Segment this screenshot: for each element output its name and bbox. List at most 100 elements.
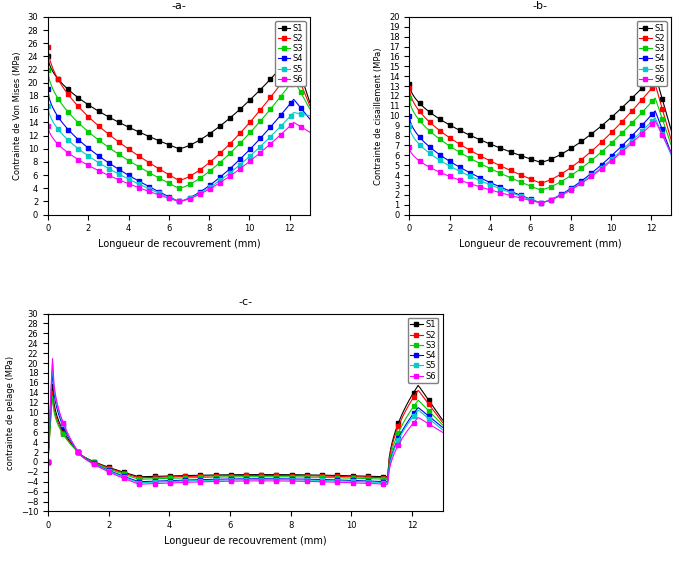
S2 xyxy=(82,110,90,117)
Line: S6: S6 xyxy=(46,121,312,203)
S6 xyxy=(443,172,451,179)
S5 xyxy=(75,146,84,153)
S5 xyxy=(667,152,675,158)
S3 xyxy=(514,178,523,184)
S5 xyxy=(175,198,184,205)
S3 xyxy=(384,476,392,483)
X-axis label: Longueur de recouvrement (mm): Longueur de recouvrement (mm) xyxy=(164,536,327,546)
Line: S2: S2 xyxy=(46,45,312,182)
S6 xyxy=(82,160,90,167)
S6 xyxy=(438,429,447,436)
S3 xyxy=(667,142,675,149)
S6 xyxy=(154,191,162,198)
S2 xyxy=(667,137,675,144)
S1 xyxy=(384,473,392,480)
S3 xyxy=(210,474,218,481)
S3 xyxy=(256,117,264,124)
S4 xyxy=(154,188,162,194)
S1 xyxy=(256,87,264,93)
S4 xyxy=(651,107,659,114)
S1 xyxy=(618,105,626,111)
Line: S2: S2 xyxy=(46,389,445,479)
S6 xyxy=(44,123,52,129)
S1 xyxy=(296,68,304,75)
S4 xyxy=(667,150,675,157)
Legend: S1, S2, S3, S4, S5, S6: S1, S2, S3, S4, S5, S6 xyxy=(636,21,667,87)
Y-axis label: Contrainte de Von Mises (MPa): Contrainte de Von Mises (MPa) xyxy=(13,52,22,180)
S3 xyxy=(44,459,52,465)
Line: S3: S3 xyxy=(46,394,445,481)
S5 xyxy=(256,143,264,150)
S2 xyxy=(384,474,392,481)
S3 xyxy=(102,464,110,471)
S5 xyxy=(514,192,523,199)
S5 xyxy=(212,477,220,483)
S5 xyxy=(651,115,659,121)
S2 xyxy=(153,164,161,171)
S1 xyxy=(516,152,524,158)
S3 xyxy=(436,137,445,143)
S5 xyxy=(423,414,432,421)
S6 xyxy=(92,463,101,469)
S4 xyxy=(44,86,52,93)
S1 xyxy=(102,463,110,470)
S2 xyxy=(154,165,162,171)
S1 xyxy=(657,92,665,98)
S6 xyxy=(212,478,220,485)
S6 xyxy=(296,123,304,129)
S4 xyxy=(423,411,432,418)
Line: S5: S5 xyxy=(46,104,312,203)
S5 xyxy=(295,110,303,117)
S5 xyxy=(537,200,545,206)
S6 xyxy=(256,149,264,156)
Line: S6: S6 xyxy=(46,357,445,486)
S5 xyxy=(154,189,162,196)
S2 xyxy=(657,102,665,108)
Line: S4: S4 xyxy=(408,109,673,205)
Line: S3: S3 xyxy=(408,96,673,192)
S3 xyxy=(49,393,57,400)
S4 xyxy=(384,478,392,485)
S4 xyxy=(75,137,84,144)
S4 xyxy=(102,466,110,473)
Line: S4: S4 xyxy=(46,88,312,203)
S5 xyxy=(443,161,451,168)
S4 xyxy=(49,367,57,374)
S1 xyxy=(436,116,445,123)
S1 xyxy=(153,137,161,143)
S5 xyxy=(438,427,447,433)
Title: -b-: -b- xyxy=(533,1,548,11)
S3 xyxy=(537,187,545,193)
S5 xyxy=(516,192,524,199)
S3 xyxy=(295,85,303,92)
S2 xyxy=(295,75,303,82)
S3 xyxy=(438,422,447,428)
S5 xyxy=(82,151,90,157)
X-axis label: Longueur de recouvrement (mm): Longueur de recouvrement (mm) xyxy=(97,239,260,249)
S2 xyxy=(438,419,447,426)
Y-axis label: contrainte de pelage (MPa): contrainte de pelage (MPa) xyxy=(6,355,15,470)
S5 xyxy=(657,128,665,135)
S6 xyxy=(423,420,432,427)
S4 xyxy=(306,116,314,123)
S4 xyxy=(438,424,447,430)
S6 xyxy=(657,129,665,136)
S6 xyxy=(516,194,524,201)
S6 xyxy=(618,149,626,156)
S4 xyxy=(175,198,184,205)
S1 xyxy=(290,50,298,57)
S2 xyxy=(443,133,451,139)
S1 xyxy=(154,137,162,144)
S5 xyxy=(92,462,101,469)
S4 xyxy=(406,112,414,119)
S2 xyxy=(208,473,216,479)
S1 xyxy=(443,120,451,126)
S1 xyxy=(537,159,545,166)
Title: -a-: -a- xyxy=(171,1,186,11)
Line: S1: S1 xyxy=(408,72,673,164)
S3 xyxy=(443,140,451,147)
S1 xyxy=(44,459,52,465)
S4 xyxy=(44,459,52,465)
S5 xyxy=(306,112,314,119)
S5 xyxy=(618,147,626,153)
